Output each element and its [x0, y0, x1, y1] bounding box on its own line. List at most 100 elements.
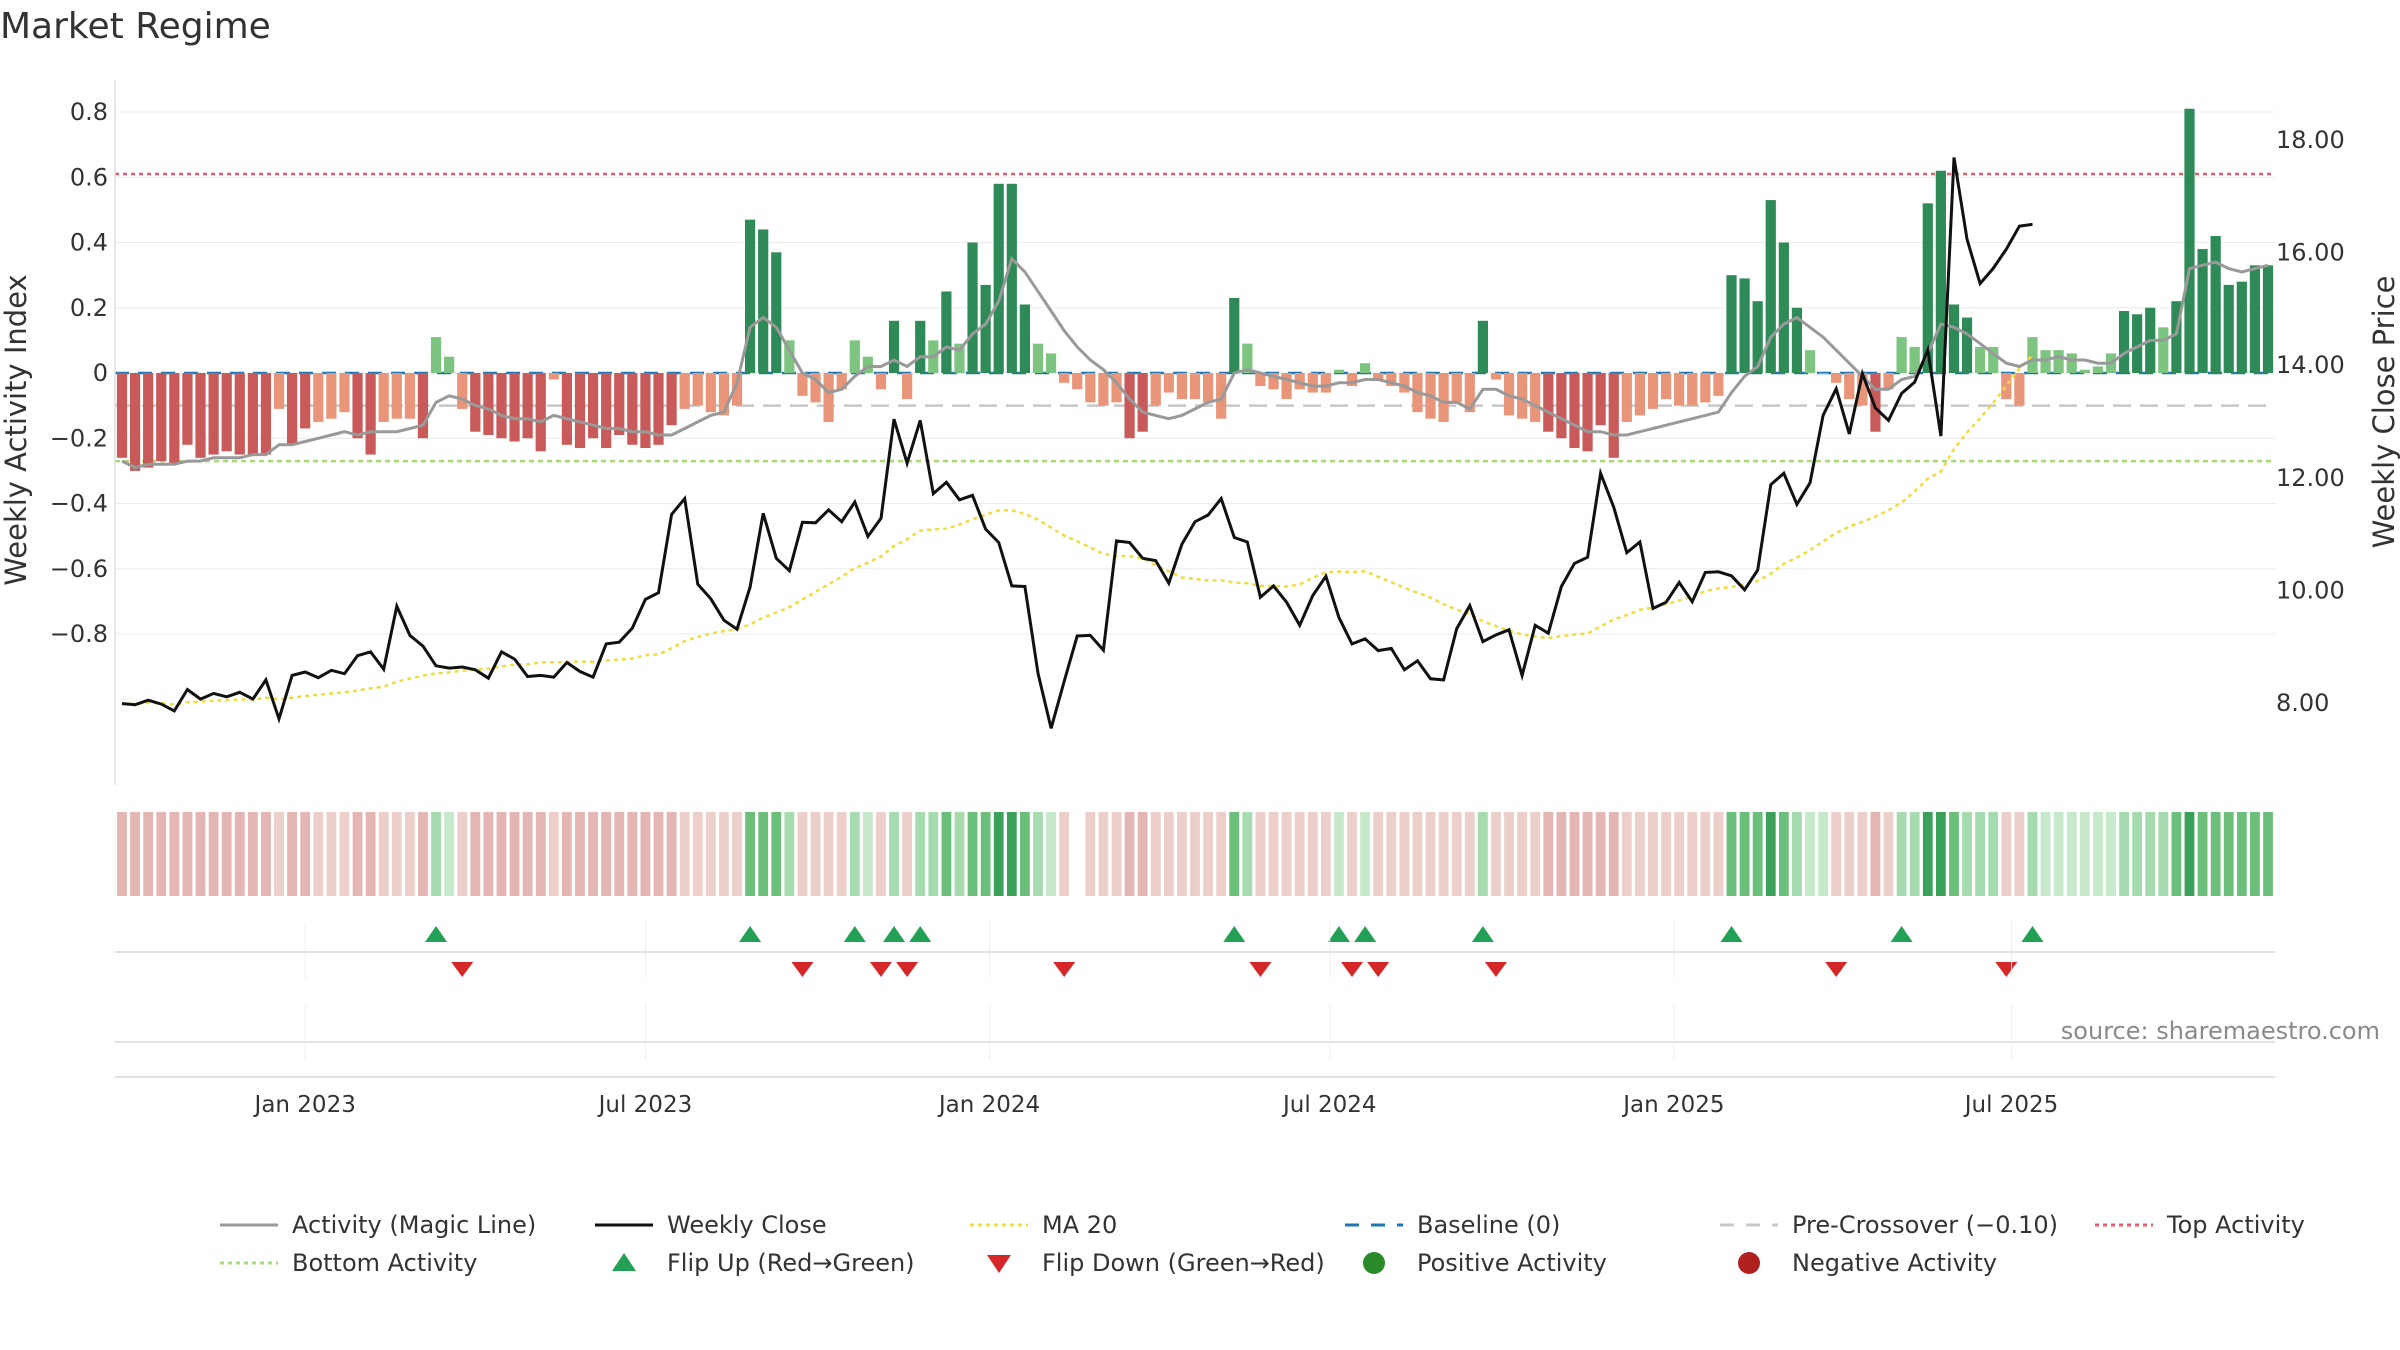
x-axis-ticks: Jan 2023 Jul 2023 Jan 2024 Jul 2024 Jan 2025…: [253, 922, 2058, 1118]
regime-cell: [1242, 812, 1253, 896]
regime-cell: [1778, 812, 1789, 896]
regime-cell: [889, 812, 899, 896]
activity-bar: [1831, 373, 1842, 383]
regime-cell: [1399, 812, 1410, 896]
activity-bar: [1281, 373, 1292, 400]
regime-cell: [509, 812, 520, 896]
regime-cell: [1909, 812, 1920, 896]
regime-cell: [169, 812, 180, 896]
activity-bar: [1817, 373, 1829, 374]
activity-bar: [2040, 350, 2051, 373]
x-tick-label: Jan 2023: [253, 1092, 356, 1118]
regime-cell: [745, 812, 756, 896]
regime-cell: [2066, 812, 2077, 896]
activity-bar: [1857, 373, 1868, 406]
activity-bar: [352, 373, 363, 439]
x-tick-label: Jul 2024: [1281, 1092, 1377, 1118]
regime-cell: [2171, 812, 2182, 896]
regime-cell: [470, 812, 481, 896]
regime-cell: [1451, 812, 1462, 896]
regime-cell: [2001, 812, 2012, 896]
activity-bar: [601, 373, 612, 449]
regime-cell: [1530, 812, 1541, 896]
activity-bar: [771, 252, 782, 373]
activity-bar: [260, 373, 272, 455]
activity-bar: [1739, 278, 1750, 373]
activity-bar: [1006, 183, 1017, 373]
activity-bar: [365, 373, 376, 455]
activity-bar: [1085, 373, 1096, 403]
y-tick-left: −0.6: [50, 555, 108, 583]
flip-down-marker: [1995, 962, 2018, 977]
activity-bar: [287, 373, 298, 445]
activity-bar: [941, 291, 952, 373]
y-tick-left: 0.6: [70, 163, 108, 191]
activity-bar: [1019, 304, 1030, 373]
activity-bar: [1896, 337, 1907, 373]
activity-bar: [718, 373, 730, 416]
regime-cell: [561, 812, 572, 896]
regime-cell: [535, 812, 546, 896]
regime-cell: [208, 812, 219, 896]
regime-cell: [1870, 812, 1881, 896]
chart-title: Market Regime: [0, 6, 271, 47]
regime-cell: [156, 812, 167, 896]
activity-bar: [2066, 353, 2077, 373]
activity-bar: [2236, 281, 2247, 373]
activity-bar: [1660, 373, 1672, 400]
regime-cell: [378, 812, 389, 896]
flip-down-marker: [1053, 962, 1076, 977]
regime-cell: [2027, 812, 2038, 896]
regime-cell: [2132, 812, 2143, 896]
activity-bar: [444, 356, 455, 373]
regime-cell: [2197, 812, 2208, 896]
regime-cell: [1504, 812, 1514, 896]
activity-bar: [1726, 275, 1737, 373]
y-tick-right: 12.00: [2276, 464, 2345, 492]
activity-bar: [1320, 373, 1331, 393]
weekly-close-line: [121, 157, 2033, 729]
activity-bar: [273, 373, 285, 409]
regime-cell: [2040, 812, 2051, 896]
activity-bar: [1582, 373, 1593, 452]
regime-cell: [1203, 812, 1213, 896]
activity-bar: [1909, 346, 1920, 373]
regime-cell: [457, 812, 468, 896]
legend: Activity (Magic Line) Weekly Close MA 20 Ba…: [220, 1211, 2305, 1277]
regime-cell: [1386, 812, 1397, 896]
regime-cell: [1556, 812, 1567, 896]
legend-item: Flip Up (Red→Green): [612, 1249, 915, 1277]
activity-bar: [1189, 373, 1201, 400]
regime-cell: [836, 812, 847, 896]
regime-cell: [2014, 812, 2025, 896]
regime-cell: [1425, 812, 1436, 896]
activity-bar: [744, 219, 756, 373]
activity-bar: [875, 373, 887, 390]
flip-up-marker: [1720, 926, 1743, 942]
activity-bar: [666, 373, 677, 426]
regime-cell: [601, 812, 612, 896]
regime-cell: [1935, 812, 1946, 896]
activity-bar: [862, 356, 873, 373]
regime-cell: [1752, 812, 1763, 896]
regime-cell: [2079, 812, 2090, 896]
regime-cell: [1177, 812, 1187, 896]
regime-cell: [1438, 812, 1449, 896]
regime-cell: [1464, 812, 1475, 896]
activity-bar: [1072, 373, 1083, 390]
activity-bar: [1988, 346, 1999, 373]
activity-bar: [1844, 373, 1855, 400]
regime-cell: [221, 812, 232, 896]
regime-cell: [1373, 812, 1384, 896]
regime-cell: [588, 812, 598, 896]
activity-bar: [561, 373, 573, 445]
activity-bars: [116, 108, 2274, 471]
activity-bar: [1608, 373, 1619, 458]
legend-item: Bottom Activity: [220, 1249, 477, 1277]
flip-up-marker: [1471, 926, 1494, 942]
activity-bar: [1229, 297, 1240, 373]
y-tick-left: −0.8: [50, 620, 108, 648]
activity-bar: [169, 373, 180, 465]
regime-cell: [1988, 812, 1999, 896]
regime-cell: [2223, 812, 2234, 896]
